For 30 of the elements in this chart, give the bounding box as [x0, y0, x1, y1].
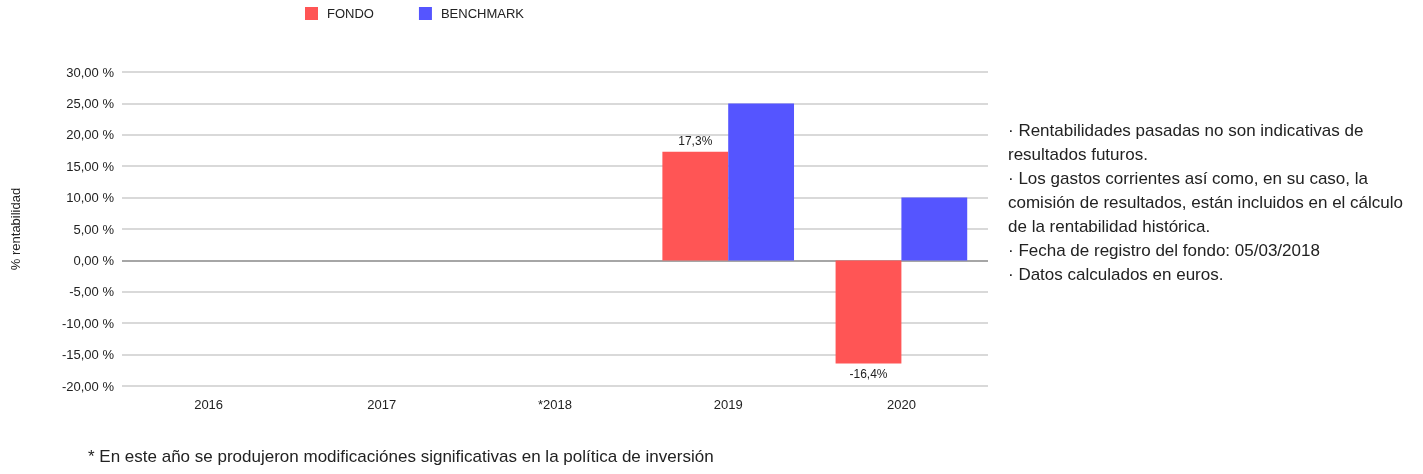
y-tick-label: 0,00 %: [73, 252, 115, 268]
bar: [728, 103, 795, 261]
y-tick-label: 20,00 %: [66, 127, 115, 143]
data-label: -16,4%: [849, 367, 888, 382]
y-tick-label: -20,00 %: [61, 378, 115, 394]
bar: [662, 151, 729, 261]
y-tick-label: 25,00 %: [66, 95, 115, 111]
x-tick-label: 2020: [886, 397, 916, 412]
text: * En este año se produjeron modificaciónes significativas en la política de inversión: [88, 447, 714, 467]
y-tick-label: 15,00 %: [66, 158, 115, 174]
y-tick-label: 30,00 %: [66, 64, 115, 80]
y-tick-label: -5,00 %: [69, 284, 115, 300]
x-tick-label: 2016: [194, 397, 224, 412]
x-tick-label: 2019: [713, 397, 743, 412]
y-tick-label: -15,00 %: [61, 347, 115, 363]
bar: [901, 197, 968, 261]
bar: [835, 260, 902, 364]
data-label: 17,3%: [678, 133, 713, 148]
y-axis-title: % rentabilidad: [8, 187, 23, 271]
y-tick-label: -10,00 %: [61, 315, 115, 331]
legend-label: FONDO: [327, 6, 374, 21]
text: · Datos calculados en euros.: [1008, 264, 1225, 286]
x-tick-label: *2018: [538, 397, 572, 412]
text: · Fecha de registro del fondo: 05/03/2018: [1008, 240, 1321, 262]
text: · Los gastos corrientes así como, en su caso, la comisión de resultados, están incluidos en el cálculo de la rentabilidad histórica.: [1008, 168, 1404, 238]
legend-label: BENCHMARK: [440, 6, 525, 21]
y-tick-label: 10,00 %: [66, 190, 115, 206]
text: · Rentabilidades pasadas no son indicativas de resultados futuros.: [1008, 120, 1365, 166]
x-tick-label: 2017: [367, 397, 397, 412]
y-tick-label: 5,00 %: [73, 221, 115, 237]
